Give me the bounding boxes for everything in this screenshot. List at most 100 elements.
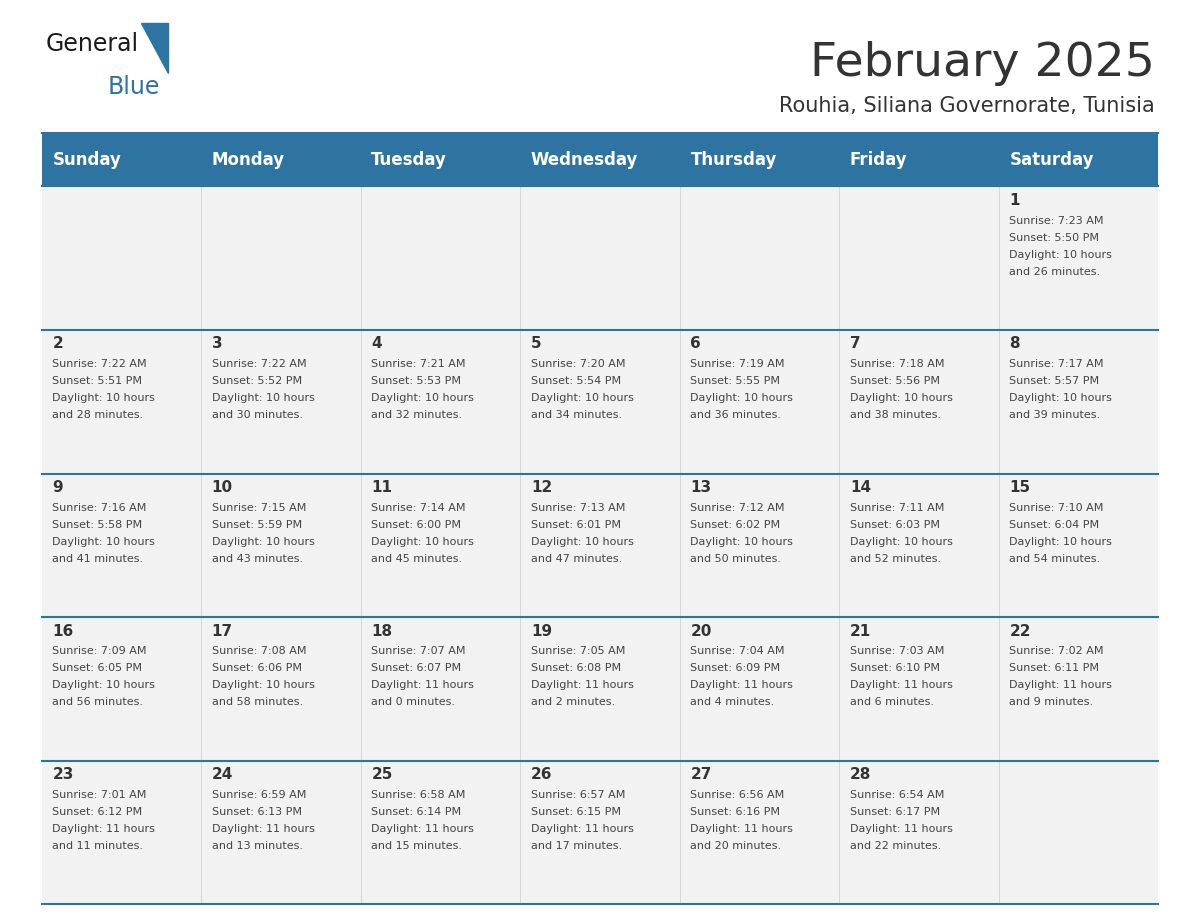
Text: Sunrise: 7:08 AM: Sunrise: 7:08 AM [211,646,307,656]
Text: 4: 4 [372,336,383,352]
Text: and 39 minutes.: and 39 minutes. [1010,410,1100,420]
Text: 15: 15 [1010,480,1030,495]
Text: and 2 minutes.: and 2 minutes. [531,698,615,708]
Text: and 30 minutes.: and 30 minutes. [211,410,303,420]
Text: Monday: Monday [211,151,285,169]
Text: Sunset: 6:03 PM: Sunset: 6:03 PM [849,520,940,530]
Bar [42,330,1158,474]
Text: General: General [45,32,138,56]
Text: Sunrise: 7:11 AM: Sunrise: 7:11 AM [849,503,944,513]
Text: Sunset: 6:16 PM: Sunset: 6:16 PM [690,807,781,817]
Text: 10: 10 [211,480,233,495]
Text: Daylight: 10 hours: Daylight: 10 hours [531,393,633,403]
Text: 18: 18 [372,623,392,639]
Text: and 45 minutes.: and 45 minutes. [372,554,462,564]
Text: Sunrise: 7:10 AM: Sunrise: 7:10 AM [1010,503,1104,513]
Text: 5: 5 [531,336,542,352]
Text: Daylight: 11 hours: Daylight: 11 hours [531,824,633,834]
Text: Sunrise: 6:57 AM: Sunrise: 6:57 AM [531,790,625,800]
Text: Daylight: 11 hours: Daylight: 11 hours [1010,680,1112,690]
Text: Daylight: 10 hours: Daylight: 10 hours [849,537,953,547]
Text: Sunset: 6:04 PM: Sunset: 6:04 PM [1010,520,1100,530]
Text: Daylight: 11 hours: Daylight: 11 hours [690,824,794,834]
Text: 13: 13 [690,480,712,495]
Text: and 28 minutes.: and 28 minutes. [52,410,144,420]
Text: Sunrise: 7:02 AM: Sunrise: 7:02 AM [1010,646,1104,656]
Text: Daylight: 10 hours: Daylight: 10 hours [211,537,315,547]
Text: Daylight: 10 hours: Daylight: 10 hours [690,393,794,403]
Text: Sunrise: 7:15 AM: Sunrise: 7:15 AM [211,503,307,513]
Text: Sunset: 6:05 PM: Sunset: 6:05 PM [52,664,143,674]
Text: Daylight: 10 hours: Daylight: 10 hours [849,393,953,403]
Text: Daylight: 11 hours: Daylight: 11 hours [211,824,315,834]
Text: Sunrise: 7:22 AM: Sunrise: 7:22 AM [211,359,307,369]
Text: and 54 minutes.: and 54 minutes. [1010,554,1100,564]
Text: 7: 7 [849,336,860,352]
Text: and 58 minutes.: and 58 minutes. [211,698,303,708]
Text: and 43 minutes.: and 43 minutes. [211,554,303,564]
Text: Sunrise: 7:19 AM: Sunrise: 7:19 AM [690,359,785,369]
Text: and 17 minutes.: and 17 minutes. [531,841,623,851]
Text: Daylight: 11 hours: Daylight: 11 hours [52,824,156,834]
Text: Sunrise: 7:07 AM: Sunrise: 7:07 AM [372,646,466,656]
Text: and 6 minutes.: and 6 minutes. [849,698,934,708]
Text: Sunrise: 7:16 AM: Sunrise: 7:16 AM [52,503,146,513]
Text: 28: 28 [849,767,871,782]
Text: Sunrise: 7:09 AM: Sunrise: 7:09 AM [52,646,147,656]
Text: Sunrise: 7:13 AM: Sunrise: 7:13 AM [531,503,625,513]
Text: Sunset: 6:10 PM: Sunset: 6:10 PM [849,664,940,674]
Bar [42,761,1158,904]
Text: Sunset: 5:50 PM: Sunset: 5:50 PM [1010,233,1099,242]
Text: Sunrise: 7:14 AM: Sunrise: 7:14 AM [372,503,466,513]
Text: Sunset: 6:06 PM: Sunset: 6:06 PM [211,664,302,674]
Text: Sunset: 6:14 PM: Sunset: 6:14 PM [372,807,461,817]
Text: Sunset: 6:02 PM: Sunset: 6:02 PM [690,520,781,530]
Text: Sunrise: 7:04 AM: Sunrise: 7:04 AM [690,646,785,656]
Text: Sunrise: 7:21 AM: Sunrise: 7:21 AM [372,359,466,369]
Text: Sunrise: 7:20 AM: Sunrise: 7:20 AM [531,359,625,369]
Text: 20: 20 [690,623,712,639]
Text: Daylight: 10 hours: Daylight: 10 hours [372,537,474,547]
Text: Rouhia, Siliana Governorate, Tunisia: Rouhia, Siliana Governorate, Tunisia [779,96,1155,117]
Text: 14: 14 [849,480,871,495]
Text: 6: 6 [690,336,701,352]
Text: and 50 minutes.: and 50 minutes. [690,554,782,564]
Text: Daylight: 10 hours: Daylight: 10 hours [52,537,156,547]
Text: Daylight: 10 hours: Daylight: 10 hours [690,537,794,547]
Text: Sunrise: 7:23 AM: Sunrise: 7:23 AM [1010,216,1104,226]
Text: Daylight: 10 hours: Daylight: 10 hours [211,393,315,403]
Text: and 32 minutes.: and 32 minutes. [372,410,462,420]
Text: Sunrise: 7:05 AM: Sunrise: 7:05 AM [531,646,625,656]
Text: Sunrise: 7:03 AM: Sunrise: 7:03 AM [849,646,944,656]
Text: Tuesday: Tuesday [372,151,447,169]
Text: 19: 19 [531,623,552,639]
Text: Daylight: 11 hours: Daylight: 11 hours [531,680,633,690]
Text: Sunrise: 6:59 AM: Sunrise: 6:59 AM [211,790,307,800]
Text: Sunrise: 7:12 AM: Sunrise: 7:12 AM [690,503,785,513]
Text: 21: 21 [849,623,871,639]
Text: Sunrise: 6:56 AM: Sunrise: 6:56 AM [690,790,784,800]
Text: Sunset: 5:58 PM: Sunset: 5:58 PM [52,520,143,530]
Text: and 56 minutes.: and 56 minutes. [52,698,144,708]
Text: and 13 minutes.: and 13 minutes. [211,841,303,851]
Text: and 20 minutes.: and 20 minutes. [690,841,782,851]
Text: and 34 minutes.: and 34 minutes. [531,410,623,420]
Text: Daylight: 11 hours: Daylight: 11 hours [849,824,953,834]
Text: Daylight: 10 hours: Daylight: 10 hours [52,680,156,690]
Text: and 22 minutes.: and 22 minutes. [849,841,941,851]
Text: Sunrise: 6:54 AM: Sunrise: 6:54 AM [849,790,944,800]
Text: 1: 1 [1010,193,1020,207]
Text: Friday: Friday [849,151,908,169]
Text: Daylight: 10 hours: Daylight: 10 hours [372,393,474,403]
Text: 17: 17 [211,623,233,639]
Text: Wednesday: Wednesday [531,151,638,169]
Text: 23: 23 [52,767,74,782]
Text: 22: 22 [1010,623,1031,639]
Text: Sunset: 5:59 PM: Sunset: 5:59 PM [211,520,302,530]
Text: 16: 16 [52,623,74,639]
Text: Sunrise: 7:18 AM: Sunrise: 7:18 AM [849,359,944,369]
Text: and 36 minutes.: and 36 minutes. [690,410,782,420]
Text: Daylight: 10 hours: Daylight: 10 hours [531,537,633,547]
Text: Sunset: 5:52 PM: Sunset: 5:52 PM [211,376,302,386]
Text: Sunday: Sunday [52,151,121,169]
